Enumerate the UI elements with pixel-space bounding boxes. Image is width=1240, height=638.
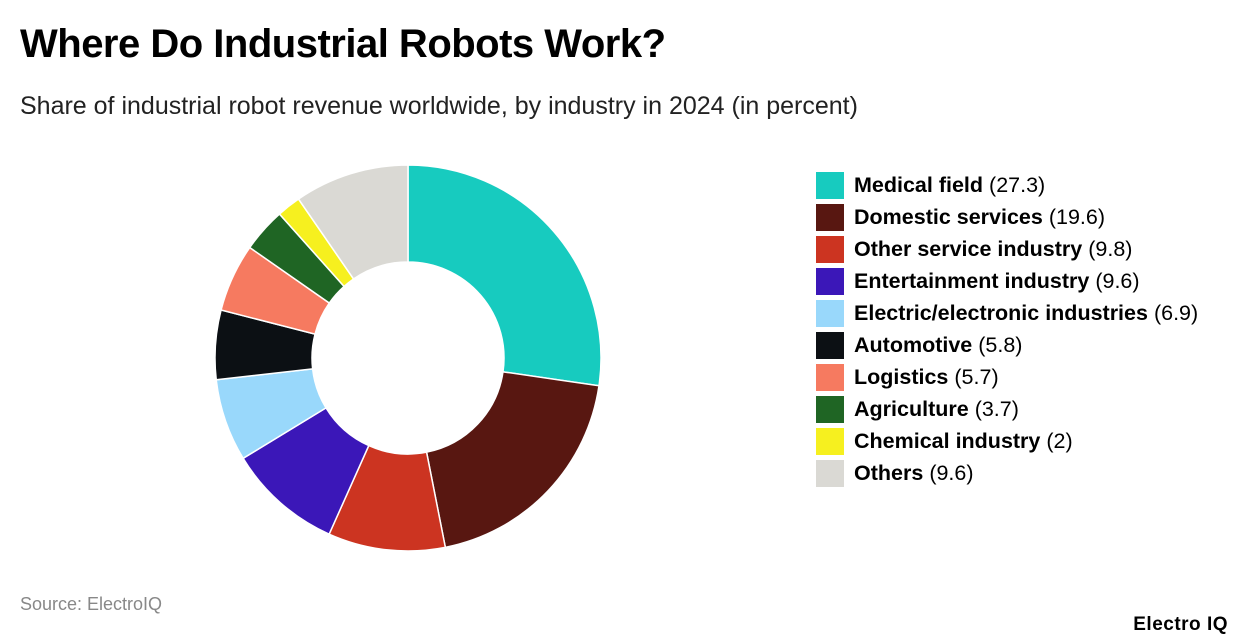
source-note: Source: ElectroIQ <box>20 594 163 614</box>
legend-swatch <box>816 300 844 328</box>
legend-value: (3.7) <box>974 397 1019 422</box>
legend-item: Chemical industry (2) <box>816 428 1198 456</box>
legend-value: (9.8) <box>1088 237 1133 262</box>
legend-swatch <box>816 332 844 360</box>
legend-label: Domestic services <box>854 205 1043 230</box>
legend-swatch <box>816 460 844 488</box>
legend-swatch <box>816 236 844 264</box>
legend-swatch <box>816 268 844 296</box>
legend-label: Others <box>854 461 924 486</box>
legend-item: Domestic services (19.6) <box>816 204 1198 232</box>
legend-value: (6.9) <box>1153 301 1199 326</box>
chart-title: Where Do Industrial Robots Work? <box>20 22 666 66</box>
legend-value: (5.7) <box>954 365 999 390</box>
legend-label: Other service industry <box>854 237 1083 262</box>
legend-item: Electric/electronic industries (6.9) <box>816 300 1198 328</box>
donut-slice-0 <box>407 164 602 387</box>
legend-label: Chemical industry <box>854 429 1041 454</box>
legend-swatch <box>816 364 844 392</box>
legend-item: Logistics (5.7) <box>816 364 1198 392</box>
legend-swatch <box>816 204 844 232</box>
legend-value: (5.8) <box>978 333 1023 358</box>
legend-item: Others (9.6) <box>816 460 1198 488</box>
legend-item: Medical field (27.3) <box>816 172 1198 200</box>
legend-swatch <box>816 396 844 424</box>
legend-swatch <box>816 172 844 200</box>
donut-chart <box>214 164 602 552</box>
legend-value: (9.6) <box>929 461 974 486</box>
legend-label: Medical field <box>854 173 984 198</box>
legend-swatch <box>816 428 844 456</box>
legend-value: (9.6) <box>1095 269 1140 294</box>
legend-item: Agriculture (3.7) <box>816 396 1198 424</box>
chart-subtitle: Share of industrial robot revenue worldw… <box>20 92 858 120</box>
donut-slice-1 <box>425 370 600 549</box>
donut-slice-9 <box>297 164 409 280</box>
legend-item: Automotive (5.8) <box>816 332 1198 360</box>
legend-label: Entertainment industry <box>854 269 1090 294</box>
legend-label: Automotive <box>854 333 973 358</box>
legend-label: Logistics <box>854 365 949 390</box>
chart-legend: Medical field (27.3) Domestic services (19.… <box>816 172 1198 488</box>
legend-value: (2) <box>1046 429 1073 454</box>
legend-label: Electric/electronic industries <box>854 301 1148 326</box>
legend-item: Entertainment industry (9.6) <box>816 268 1198 296</box>
legend-value: (27.3) <box>989 173 1046 198</box>
legend-item: Other service industry (9.8) <box>816 236 1198 264</box>
brand-logo: Electro IQ <box>1133 614 1228 635</box>
legend-label: Agriculture <box>854 397 969 422</box>
legend-value: (19.6) <box>1048 205 1106 230</box>
